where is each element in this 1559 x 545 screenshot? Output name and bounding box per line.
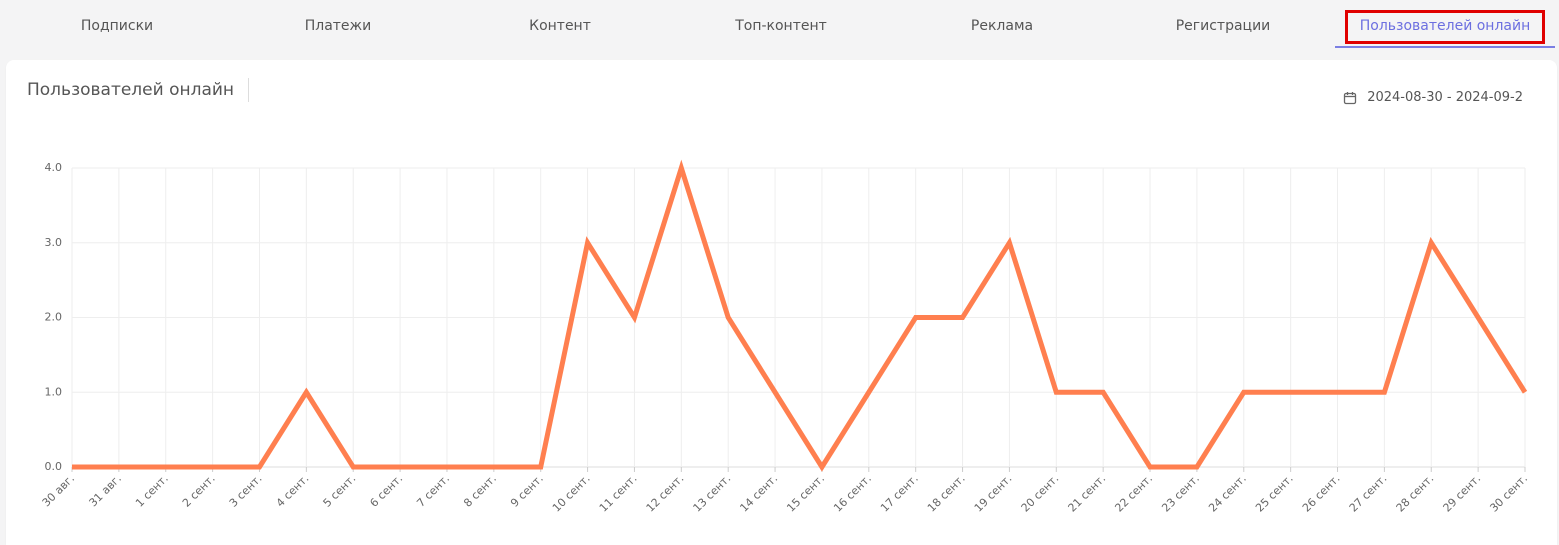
y-tick-label: 2.0 <box>45 311 63 324</box>
x-tick-label: 22 сент. <box>1112 472 1155 515</box>
card-title: Пользователей онлайн <box>27 78 250 102</box>
x-axis: 30 авг. 31 авг. 1 сент. 2 сент. 3 сент. 4 сен… <box>40 467 1530 515</box>
x-tick-label: 24 сент. <box>1206 472 1249 515</box>
tab-label: Топ-контент <box>735 18 827 34</box>
tab-label: Пользователей онлайн <box>1359 18 1531 34</box>
date-range-picker[interactable]: 2024-08-30 - 2024-09-2 <box>1343 90 1523 105</box>
calendar-icon <box>1344 91 1357 104</box>
x-tick-label: 31 авг. <box>87 472 124 509</box>
x-tick-label: 7 сент. <box>414 472 452 510</box>
x-tick-label: 28 сент. <box>1394 472 1437 515</box>
tab-top-content[interactable]: Топ-контент <box>694 6 868 46</box>
x-tick-label: 5 сент. <box>321 472 359 510</box>
x-tick-label: 27 сент. <box>1347 472 1390 515</box>
x-tick-label: 25 сент. <box>1253 472 1296 515</box>
x-tick-label: 9 сент. <box>508 472 546 510</box>
x-tick-label: 15 сент. <box>784 472 827 515</box>
x-tick-label: 8 сент. <box>461 472 499 510</box>
tab-label: Платежи <box>304 18 372 34</box>
x-tick-label: 4 сент. <box>274 472 312 510</box>
tab-label: Реклама <box>970 18 1034 34</box>
x-tick-label: 23 сент. <box>1159 472 1202 515</box>
y-tick-label: 1.0 <box>45 385 63 398</box>
x-tick-label: 18 сент. <box>925 472 968 515</box>
x-tick-label: 2 сент. <box>180 472 218 510</box>
y-tick-label: 4.0 <box>45 161 63 174</box>
x-tick-label: 10 сент. <box>550 472 593 515</box>
tab-ads[interactable]: Реклама <box>925 6 1079 46</box>
tab-label: Регистрации <box>1175 18 1271 34</box>
x-tick-label: 1 сент. <box>133 472 171 510</box>
tab-content[interactable]: Контент <box>483 6 637 46</box>
x-tick-label: 21 сент. <box>1066 472 1109 515</box>
tab-label: Подписки <box>80 18 154 34</box>
tab-subscriptions[interactable]: Подписки <box>40 6 194 46</box>
x-tick-label: 13 сент. <box>691 472 734 515</box>
x-tick-label: 26 сент. <box>1300 472 1343 515</box>
y-axis: 0.0 1.0 2.0 3.0 4.0 <box>45 161 63 473</box>
x-tick-label: 17 сент. <box>878 472 921 515</box>
y-tick-label: 3.0 <box>45 236 63 249</box>
x-tick-label: 6 сент. <box>367 472 405 510</box>
x-tick-label: 12 сент. <box>644 472 687 515</box>
x-tick-label: 3 сент. <box>227 472 265 510</box>
chart-card: Пользователей онлайн 2024-08-30 - 2024-0… <box>6 60 1557 545</box>
x-tick-label: 11 сент. <box>597 472 640 515</box>
x-tick-label: 29 сент. <box>1441 472 1484 515</box>
series-line <box>72 159 1528 472</box>
series-layer <box>72 159 1528 472</box>
x-tick-label: 20 сент. <box>1019 472 1062 515</box>
tab-registrations[interactable]: Регистрации <box>1146 6 1300 46</box>
date-range-text: 2024-08-30 - 2024-09-2 <box>1367 90 1523 105</box>
x-tick-label: 30 авг. <box>40 472 77 509</box>
tab-payments[interactable]: Платежи <box>261 6 415 46</box>
y-tick-label: 0.0 <box>45 460 63 473</box>
x-tick-label: 16 сент. <box>831 472 874 515</box>
x-tick-label: 19 сент. <box>972 472 1015 515</box>
x-tick-label: 14 сент. <box>737 472 780 515</box>
tab-label: Контент <box>529 18 591 34</box>
x-tick-label: 30 сент. <box>1487 472 1530 515</box>
